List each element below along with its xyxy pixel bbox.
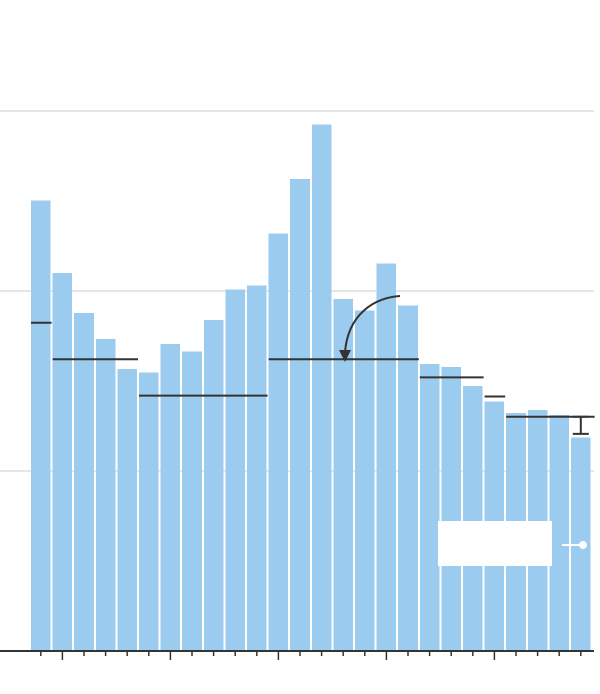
bar-21 <box>463 386 483 651</box>
bars <box>31 124 591 652</box>
bar-16 <box>355 310 375 651</box>
bar-15 <box>333 298 353 651</box>
bar-4 <box>95 339 116 651</box>
bar-25 <box>549 414 569 651</box>
bar-5 <box>117 368 137 651</box>
bar-8 <box>182 351 202 651</box>
bar-9 <box>203 319 224 651</box>
label-masks <box>438 521 552 566</box>
bar-19 <box>419 364 440 651</box>
bar-17 <box>376 263 397 651</box>
bar-2 <box>52 273 73 651</box>
bar-7 <box>160 343 181 651</box>
legend-marker <box>562 541 587 549</box>
bar-12 <box>268 233 289 651</box>
legend-dot <box>579 541 587 549</box>
bar-11 <box>247 285 267 651</box>
annotation-arrow <box>344 295 401 353</box>
bar-3 <box>74 313 94 651</box>
annotation-arrowhead <box>339 350 351 362</box>
bar-14 <box>311 124 332 652</box>
bar-13 <box>290 179 310 651</box>
bar-6 <box>139 372 159 651</box>
label-box <box>438 521 552 566</box>
x-axis <box>0 650 594 660</box>
bar-18 <box>398 305 418 651</box>
annotation <box>339 295 401 362</box>
bar-10 <box>225 289 245 651</box>
bar-1 <box>31 200 51 652</box>
bar-20 <box>441 366 461 651</box>
